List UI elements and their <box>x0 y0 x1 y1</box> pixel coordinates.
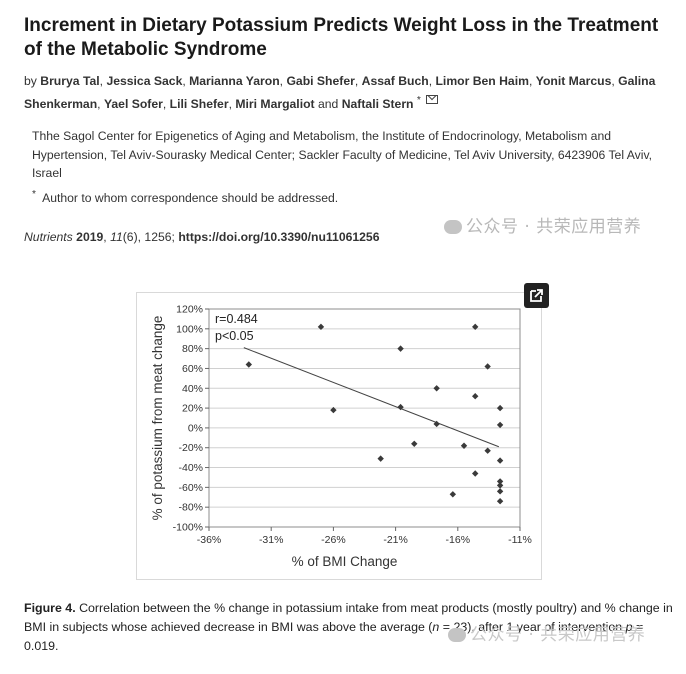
data-point <box>245 361 253 368</box>
data-point <box>433 385 440 392</box>
x-tick-label: -21% <box>383 534 408 546</box>
data-point <box>496 482 504 489</box>
expand-icon <box>530 289 543 302</box>
data-point <box>377 455 384 462</box>
author-link[interactable]: Miri Margaliot <box>235 97 315 112</box>
author-list: by Brurya Tal, Jessica Sack, Marianna Ya… <box>24 74 656 112</box>
author-link[interactable]: Naftali Stern <box>341 97 414 112</box>
doi-link[interactable]: https://doi.org/10.3390/nu11061256 <box>178 230 380 244</box>
x-tick-label: -36% <box>197 534 222 546</box>
author-link[interactable]: Marianna Yaron <box>189 74 280 88</box>
data-point <box>472 470 479 477</box>
y-axis-label: % of potassium from meat change <box>150 316 165 521</box>
issue: (6) <box>122 230 138 244</box>
x-tick-label: -11% <box>508 534 532 546</box>
correspondence-note: * Author to whom correspondence should b… <box>32 186 672 207</box>
data-point <box>449 491 457 498</box>
watermark-caption-text: 公众号 · 共荣应用营养 <box>470 625 646 645</box>
author-link[interactable]: Lili Shefer <box>169 97 229 112</box>
y-tick-label: 40% <box>182 383 203 395</box>
data-point <box>472 393 479 400</box>
data-point <box>330 406 337 414</box>
author-link[interactable]: Gabi Shefer <box>286 74 355 88</box>
data-point <box>496 421 504 429</box>
volume: 11 <box>110 230 123 244</box>
caption-p-symbol: p <box>625 620 633 634</box>
x-tick-label: -31% <box>259 534 284 546</box>
data-point <box>484 447 491 454</box>
data-point <box>484 363 491 370</box>
data-point <box>496 404 504 412</box>
figure-label: Figure 4. <box>24 601 76 615</box>
citation: Nutrients 2019, 11(6), 1256; https://doi… <box>24 230 380 244</box>
caption-n-symbol: n <box>432 620 440 634</box>
y-tick-label: -60% <box>178 482 203 494</box>
author-link[interactable]: Jessica Sack <box>106 74 183 88</box>
data-point <box>496 457 504 464</box>
x-tick-label: -16% <box>446 534 471 546</box>
trendline <box>243 347 500 448</box>
y-tick-label: -80% <box>178 502 203 514</box>
expand-figure-button[interactable] <box>524 283 549 308</box>
author-link[interactable]: Limor Ben Haim <box>435 74 529 88</box>
and-label: and <box>317 97 339 112</box>
author-link[interactable]: Yael Sofer <box>103 97 163 112</box>
data-point <box>433 420 440 428</box>
chart-annotation: p<0.05 <box>215 329 254 343</box>
x-tick-label: -26% <box>321 534 346 546</box>
y-tick-label: -100% <box>173 522 203 534</box>
caption-text-3: = 0.019. <box>24 620 644 653</box>
figure-caption: Figure 4. Correlation between the % chan… <box>24 599 676 656</box>
wechat-icon <box>448 628 466 642</box>
y-tick-label: 80% <box>182 343 203 355</box>
y-tick-label: 60% <box>182 363 203 375</box>
author-link[interactable]: Assaf Buch <box>361 74 429 88</box>
data-point <box>397 403 404 411</box>
x-axis-label: % of BMI Change <box>292 554 398 569</box>
y-tick-label: -20% <box>178 442 203 454</box>
author-link[interactable]: Brurya Tal <box>40 74 100 88</box>
mail-icon[interactable] <box>426 95 439 105</box>
journal-name: Nutrients <box>24 230 73 244</box>
watermark: 公众号 · 共荣应用营养 <box>444 212 641 237</box>
by-label: by <box>24 74 37 88</box>
watermark-text: 公众号 · 共荣应用营养 <box>466 217 642 237</box>
wechat-icon <box>444 220 462 234</box>
y-tick-label: 120% <box>176 304 203 316</box>
affiliation: Thhe Sagol Center for Epigenetics of Agi… <box>32 129 653 180</box>
data-point <box>397 345 404 352</box>
chart-annotation: r=0.484 <box>215 312 258 326</box>
year: 2019 <box>76 230 104 244</box>
author-link[interactable]: Yonit Marcus <box>535 74 612 88</box>
data-point <box>472 323 479 331</box>
paper-title: Increment in Dietary Potassium Predicts … <box>24 15 659 60</box>
y-tick-label: -40% <box>178 462 203 474</box>
data-point <box>496 498 504 505</box>
corresponding-mark: * <box>416 95 421 106</box>
data-point <box>496 488 504 495</box>
caption-text-2: = 23), after 1 year of intervention <box>439 620 626 634</box>
correspondence-text: Author to whom correspondence should be … <box>42 191 339 206</box>
pages: , 1256; <box>137 230 175 244</box>
y-tick-label: 20% <box>182 403 203 415</box>
author-link[interactable]: Galina Shenkerman <box>24 74 656 112</box>
y-tick-label: 0% <box>188 422 203 434</box>
watermark-caption: 公众号 · 共荣应用营养 <box>448 620 645 645</box>
caption-text-1: Correlation between the % change in pota… <box>24 601 673 634</box>
data-point <box>411 440 418 447</box>
data-point <box>317 323 325 331</box>
scatter-chart: -100% -80% -60% -40% -20% 0% 20% 40% 60% 80% 100% 1… <box>150 304 532 570</box>
figure-image: -100% -80% -60% -40% -20% 0% 20% 40% 60% 80% 100% 1… <box>136 292 542 580</box>
plot-frame <box>208 308 521 528</box>
correspondence-mark: * <box>32 189 36 200</box>
y-tick-label: 100% <box>176 323 203 335</box>
